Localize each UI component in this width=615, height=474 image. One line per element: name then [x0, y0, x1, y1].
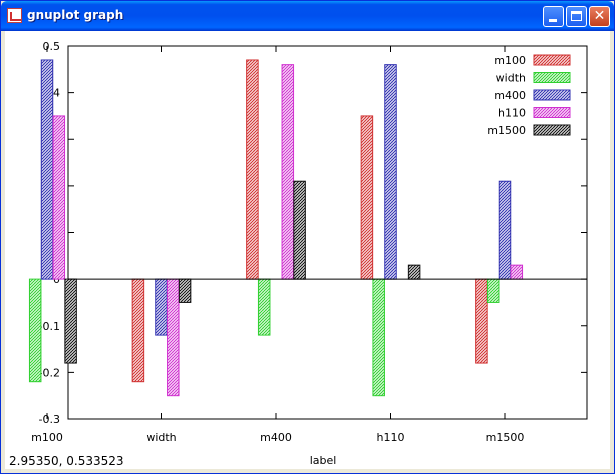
- bar-m400-m1500: [498, 180, 512, 280]
- legend-swatch-m400: [533, 89, 571, 101]
- bar-m400-h110: [384, 64, 397, 280]
- legend-swatch-h110: [533, 107, 571, 118]
- close-icon: ✕: [593, 8, 606, 24]
- close-button[interactable]: ✕: [589, 6, 610, 27]
- bar-m1500-width: [178, 278, 192, 303]
- bar-m100-width: [131, 278, 145, 383]
- minimize-icon: [549, 19, 557, 22]
- bar-width-h110: [372, 278, 385, 397]
- bar-m400-width: [155, 278, 168, 336]
- maximize-icon: [571, 11, 582, 21]
- legend-label-m400: m400: [494, 89, 526, 102]
- x-axis-label: label: [310, 454, 337, 467]
- bar-h110-m1500: [510, 264, 524, 280]
- legend-swatch-m100: [533, 54, 571, 66]
- bar-m100-m1500: [475, 278, 488, 364]
- x-tick-label: width: [146, 431, 176, 444]
- bar-m1500-h110: [407, 264, 421, 280]
- bar-m1500-m100: [64, 278, 77, 364]
- x-tick-label: m400: [260, 431, 292, 444]
- legend-label-m100: m100: [494, 54, 526, 67]
- bar-h110-width: [167, 278, 180, 397]
- legend-label-width: width: [496, 72, 526, 85]
- y-tick-label: -0.2: [39, 366, 60, 379]
- bar-h110-m100: [52, 115, 66, 280]
- bar-h110-m400: [281, 64, 295, 280]
- coordinate-readout: 2.95350, 0.533523: [9, 454, 124, 468]
- bar-m1500-m400: [293, 180, 306, 280]
- plot-canvas[interactable]: 0.50.40.30.20.10-0.1-0.2-0.3m100widthm40…: [5, 31, 610, 469]
- title-bar[interactable]: gnuplot graph ✕: [1, 1, 614, 31]
- legend-swatch-m1500: [533, 124, 571, 136]
- bar-m100-h110: [360, 115, 374, 280]
- x-tick-label: h110: [377, 431, 405, 444]
- bar-m400-m100: [40, 59, 54, 280]
- maximize-button[interactable]: [566, 6, 587, 27]
- window-title: gnuplot graph: [27, 8, 124, 22]
- bar-chart: 0.50.40.30.20.10-0.1-0.2-0.3m100widthm40…: [28, 40, 588, 467]
- y-tick-label: -0.1: [39, 320, 60, 333]
- x-tick-label: m100: [31, 431, 63, 444]
- legend-label-h110: h110: [498, 107, 526, 120]
- bar-width-m400: [257, 278, 271, 336]
- y-tick-label: -0.3: [39, 413, 60, 426]
- gnuplot-app-icon[interactable]: [7, 8, 22, 23]
- y-tick-label: 0.5: [43, 40, 61, 53]
- legend-swatch-width: [533, 72, 571, 83]
- legend-label-m1500: m1500: [487, 124, 526, 137]
- legend: m100 width m400 h110 m1500: [487, 54, 571, 137]
- x-tick-label: m1500: [486, 431, 525, 444]
- minimize-button[interactable]: [543, 6, 564, 27]
- bar-width-m100: [28, 278, 42, 383]
- bar-m100-m400: [246, 59, 259, 280]
- bar-width-m1500: [486, 278, 500, 303]
